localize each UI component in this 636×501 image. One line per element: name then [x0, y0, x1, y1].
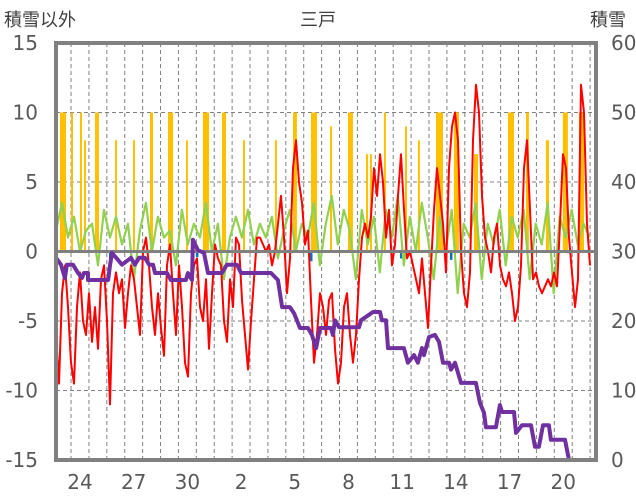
sunshine-bar: [274, 140, 277, 252]
left-tick-label: -5: [18, 309, 38, 333]
left-tick-label: -15: [5, 448, 38, 472]
precip-bar: [195, 251, 199, 258]
sunshine-bar: [417, 140, 420, 252]
left-axis-title: 積雪以外: [4, 10, 76, 31]
sunshine-bar: [132, 140, 135, 252]
sunshine-bar: [115, 140, 118, 252]
sunshine-bar: [366, 154, 369, 252]
sunshine-bar: [202, 112, 210, 252]
sunshine-bar: [453, 112, 459, 252]
right-axis-title: 積雪: [590, 10, 626, 31]
x-tick-label: 30: [175, 470, 200, 494]
left-tick-label: 10: [13, 101, 38, 125]
left-tick-label: 0: [25, 240, 38, 264]
sunshine-bar: [168, 112, 174, 252]
sunshine-bar: [71, 112, 74, 252]
x-tick-label: 20: [551, 470, 576, 494]
sunshine-bar: [149, 112, 154, 252]
left-tick-label: -10: [5, 379, 38, 403]
x-tick-label: 17: [497, 470, 522, 494]
right-tick-label: 40: [611, 170, 636, 194]
sunshine-bar: [243, 140, 246, 252]
sunshine-bar: [562, 112, 568, 252]
right-tick-label: 50: [611, 101, 636, 125]
x-tick-label: 5: [288, 470, 301, 494]
right-tick-label: 0: [611, 448, 624, 472]
left-tick-label: 15: [13, 31, 38, 55]
sunshine-bar: [221, 112, 227, 252]
precip-bar: [400, 251, 403, 259]
sunshine-bar: [507, 112, 515, 252]
sunshine-bar: [545, 140, 549, 252]
sunshine-bar: [578, 112, 585, 252]
x-tick-label: 27: [121, 470, 146, 494]
x-tick-label: 8: [342, 470, 355, 494]
chart-title: 三戸: [300, 10, 336, 31]
sunshine-bar: [330, 126, 333, 252]
wind-line: [54, 194, 591, 295]
x-tick-label: 14: [443, 470, 468, 494]
right-tick-label: 20: [611, 309, 636, 333]
temperature-line: [55, 83, 591, 406]
right-tick-label: 30: [611, 240, 636, 264]
right-tick-label: 60: [611, 31, 636, 55]
sunshine-bar: [79, 112, 82, 252]
plot-frame: [54, 41, 598, 462]
precip-bar: [309, 251, 313, 262]
x-tick-label: 11: [389, 470, 414, 494]
x-tick-label: 24: [67, 470, 92, 494]
series-lines: [54, 83, 596, 462]
sunshine-bar: [83, 140, 86, 252]
sunshine-bar: [347, 112, 353, 252]
sunshine-bar: [292, 112, 297, 252]
sunshine-bar: [405, 126, 408, 252]
sunshine-bar: [383, 112, 386, 252]
grid-lines: [56, 43, 596, 460]
snow-depth-line: [54, 237, 596, 462]
left-tick-label: 5: [25, 170, 38, 194]
sunshine-bar: [311, 112, 317, 252]
precip-bar: [449, 251, 453, 260]
right-tick-label: 10: [611, 379, 636, 403]
sunshine-bar: [526, 112, 529, 252]
x-tick-label: 2: [235, 470, 248, 494]
sunshine-bar: [95, 112, 99, 252]
sunshine-bar: [185, 140, 188, 252]
sunshine-bar: [59, 112, 67, 252]
